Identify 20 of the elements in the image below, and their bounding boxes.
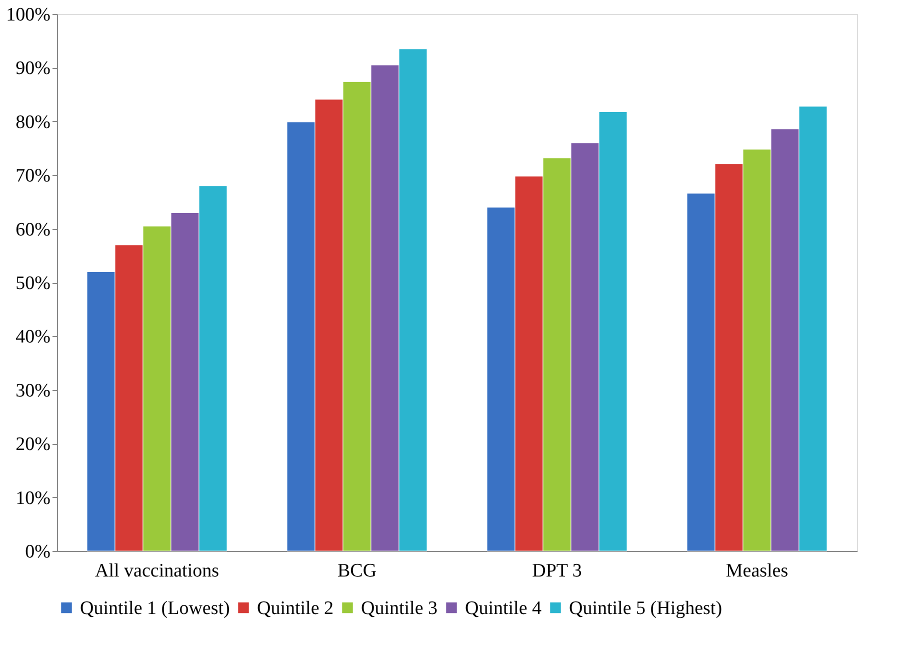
y-tick-label: 10% — [16, 488, 51, 509]
y-tick-label: 0% — [25, 542, 51, 562]
legend-label: Quintile 5 (Highest) — [569, 598, 722, 619]
x-tick-label: BCG — [337, 560, 377, 582]
y-tick-label: 40% — [16, 326, 51, 348]
legend-label: Quintile 1 (Lowest) — [80, 598, 230, 619]
legend-label: Quintile 2 — [257, 598, 334, 619]
x-tick-label: Measles — [726, 560, 788, 582]
y-tick-label: 60% — [16, 219, 51, 240]
y-tick-label: 80% — [16, 112, 51, 133]
y-tick-label: 100% — [6, 4, 51, 26]
y-tick-label: 90% — [16, 58, 51, 80]
y-tick-label: 50% — [16, 273, 51, 294]
legend-label: Quintile 3 — [361, 598, 438, 619]
x-tick-label: DPT 3 — [532, 560, 582, 582]
legend-label: Quintile 4 — [465, 598, 542, 619]
y-tick-label: 70% — [16, 166, 51, 187]
y-tick-label: 20% — [16, 434, 51, 456]
y-tick-label: 30% — [16, 380, 51, 402]
x-tick-label: All vaccinations — [95, 560, 219, 582]
